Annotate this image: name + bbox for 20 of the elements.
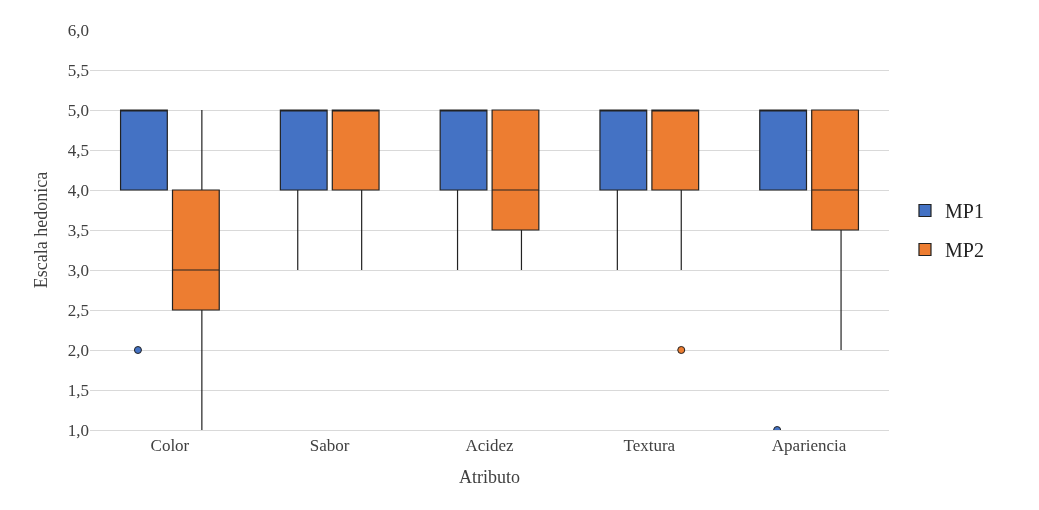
x-tick-label: Color xyxy=(150,436,190,456)
y-tick-label: 5,5 xyxy=(67,60,89,80)
y-tick-label: 2,0 xyxy=(67,340,89,360)
y-tick-label: 2,5 xyxy=(67,300,89,320)
y-tick-label: 3,0 xyxy=(67,260,89,280)
y-tick-label: 3,5 xyxy=(67,220,89,240)
y-tick-label: 1,0 xyxy=(67,420,89,440)
y-tick-label: 4,0 xyxy=(67,180,89,200)
legend-label: MP2 xyxy=(944,239,984,262)
y-tick-label: 1,5 xyxy=(67,380,89,400)
x-tick-label: Textura xyxy=(623,436,676,456)
y-tick-label: 6,0 xyxy=(67,20,89,40)
x-tick-label: Acidez xyxy=(465,436,515,456)
legend-label: MP1 xyxy=(944,200,984,223)
x-axis-title: Atributo xyxy=(459,466,520,487)
y-axis-title: Escala hedonica xyxy=(30,171,51,289)
y-tick-label: 4,5 xyxy=(67,140,89,160)
y-tick-label: 5,0 xyxy=(67,100,89,120)
x-tick-label: Apariencia xyxy=(771,436,847,456)
x-tick-label: Sabor xyxy=(309,436,350,456)
